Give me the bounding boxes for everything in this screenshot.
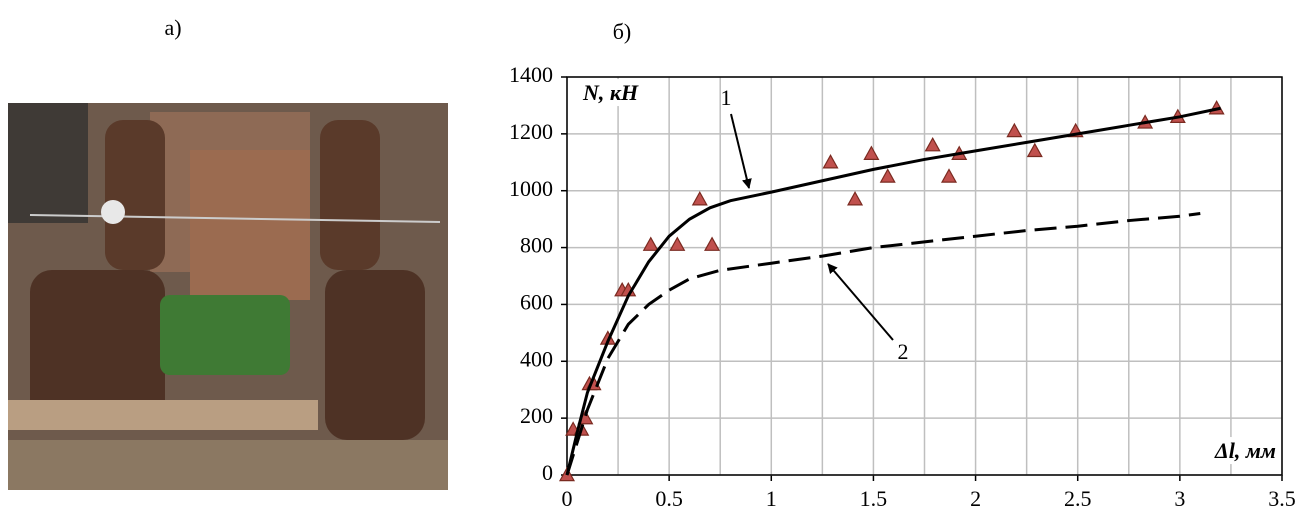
- annotation: 2: [898, 339, 909, 364]
- marker: [847, 191, 864, 206]
- photo: [8, 103, 448, 490]
- x-tick-label: 2: [970, 486, 981, 511]
- y-axis-label-bg: [579, 79, 643, 107]
- annotation: 1: [721, 85, 732, 110]
- x-axis-label: Δl, мм: [1214, 438, 1276, 463]
- x-tick-label: 3.5: [1268, 486, 1296, 511]
- annotation-arrow: [730, 113, 752, 189]
- marker: [704, 236, 721, 251]
- marker: [924, 136, 941, 152]
- y-tick-label: 1200: [509, 119, 553, 144]
- marker: [863, 145, 880, 160]
- y-tick-label: 200: [520, 403, 553, 428]
- line: [565, 106, 1222, 476]
- marker: [940, 168, 958, 183]
- y-tick-label: 400: [520, 346, 553, 371]
- marker: [1026, 142, 1043, 158]
- x-tick-label: 0.5: [655, 486, 683, 511]
- panel-label: а): [164, 15, 181, 40]
- annotation-arrow: [827, 263, 894, 341]
- plot: 0 0.5 1 1.5 2 2.5 3 3.5 0 200 400 600 800 1000 1200 140…: [509, 62, 1296, 511]
- marker: [669, 236, 686, 251]
- plot-frame: [566, 76, 1283, 476]
- y-axis-label: N, кН: [582, 80, 639, 105]
- x-tick-label: 3: [1174, 486, 1185, 511]
- x-axis-label-bg: [1210, 437, 1279, 465]
- marker: [691, 191, 708, 206]
- marker: [822, 154, 839, 169]
- panel-label: б): [613, 19, 632, 44]
- y-tick-label: 600: [520, 289, 553, 314]
- marker: [642, 236, 659, 251]
- y-tick-label: 800: [520, 233, 553, 258]
- line: [565, 211, 1201, 476]
- x-tick-label: 1: [766, 486, 777, 511]
- marker: [879, 168, 896, 183]
- marker: [1006, 122, 1023, 138]
- x-tick-label: 0: [562, 486, 573, 511]
- x-tick-label: 1.5: [860, 486, 888, 511]
- y-tick-label: 1400: [509, 62, 553, 87]
- y-tick-label: 1000: [509, 176, 553, 201]
- y-tick-label: 0: [542, 460, 553, 485]
- x-tick-label: 2.5: [1064, 486, 1092, 511]
